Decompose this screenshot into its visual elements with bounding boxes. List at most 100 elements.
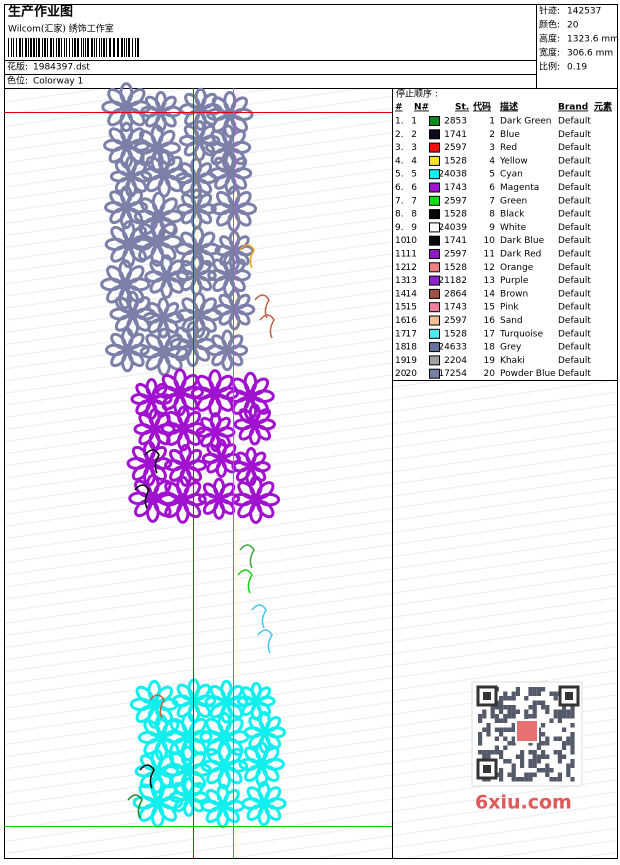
flower-center	[190, 172, 202, 184]
stitches: 1741	[444, 236, 467, 246]
stop-number: 16.	[395, 316, 409, 326]
code: 1	[489, 117, 495, 127]
description: Grey	[500, 343, 522, 353]
field-value: 1984397.dst	[33, 63, 90, 73]
qr-module	[566, 714, 571, 719]
needle: 20	[406, 369, 418, 379]
qr-module	[515, 687, 520, 692]
flower-center	[221, 344, 233, 356]
qr-module	[566, 768, 571, 773]
barcode-bar	[85, 38, 86, 57]
qr-module	[503, 691, 508, 696]
qr-module	[570, 705, 575, 710]
barcode-bar	[44, 38, 46, 57]
qr-module	[545, 763, 550, 768]
field-value: Colorway 1	[33, 77, 83, 87]
brand: Default	[558, 143, 591, 153]
qr-module	[541, 741, 546, 746]
code: 14	[484, 289, 496, 299]
code: 18	[484, 343, 496, 353]
fragment	[237, 569, 253, 594]
stat-value: 0.19	[567, 63, 587, 73]
lower-panel	[392, 380, 618, 859]
needle: 11	[406, 250, 417, 260]
stitches: 1743	[444, 303, 467, 313]
qr-module	[549, 691, 554, 696]
qr-module	[536, 741, 541, 746]
qr-module	[499, 772, 504, 777]
description: Blue	[500, 130, 520, 140]
barcode-bar	[99, 38, 100, 57]
title: 生产作业图	[8, 4, 73, 20]
barcode-bar	[28, 38, 29, 57]
barcode-bar	[42, 38, 43, 57]
barcode-bar	[33, 38, 35, 57]
barcode-bar	[106, 38, 107, 57]
stat-value: 142537	[567, 7, 601, 17]
qr-finder-dot	[483, 692, 491, 700]
barcode-bar	[53, 38, 54, 57]
barcode-bar	[109, 38, 111, 57]
qr-module	[511, 696, 516, 701]
subtitle: Wilcom(汇家) 绣饰工作室	[8, 23, 114, 35]
qr-module	[490, 705, 495, 710]
flower-center	[257, 797, 271, 810]
qr-module	[482, 750, 487, 755]
qr-module	[490, 750, 495, 755]
stop-number: 15.	[395, 303, 409, 313]
barcode-bar	[101, 38, 102, 57]
flower-center	[150, 795, 165, 810]
barcode-bar	[124, 38, 125, 57]
color-swatch	[429, 288, 440, 299]
qr-module	[549, 768, 554, 773]
qr-module	[486, 727, 491, 732]
qr-module	[503, 714, 508, 719]
brand: Default	[558, 117, 591, 127]
flower-center	[249, 418, 261, 431]
stop-number: 11.	[395, 250, 409, 260]
flower-center	[216, 800, 229, 813]
qr-module	[528, 763, 533, 768]
qr-module	[511, 709, 516, 714]
flower-center	[229, 245, 240, 256]
stitches: 2864	[444, 289, 467, 299]
qr-module	[499, 732, 504, 737]
code: 16	[484, 316, 496, 326]
barcode-bar	[30, 38, 32, 57]
flower-center	[181, 729, 195, 744]
flower-center	[180, 763, 195, 777]
description: White	[500, 223, 527, 233]
qr-module	[520, 759, 525, 764]
barcode-bar	[19, 38, 21, 57]
fragment	[259, 314, 275, 339]
barcode-bar	[16, 38, 17, 57]
stitches: 1743	[444, 183, 467, 193]
code: 10	[484, 236, 496, 246]
barcode-bar	[94, 38, 95, 57]
barcode-bar	[69, 38, 70, 57]
field-label: 花版:	[7, 61, 28, 73]
code: 20	[484, 369, 496, 379]
flower-center	[228, 304, 241, 316]
description: Cyan	[500, 170, 523, 180]
qr-module	[486, 732, 491, 737]
color-swatch	[429, 222, 440, 233]
watermark: 6xiu.com	[475, 792, 572, 814]
barcode-bar	[11, 38, 12, 57]
stat-value: 306.6 mm	[567, 49, 613, 59]
stop-number: 14.	[395, 289, 409, 299]
qr-module	[562, 727, 567, 732]
needle: 7	[411, 196, 417, 206]
qr-module	[541, 705, 546, 710]
barcode-bar	[58, 38, 60, 57]
barcode-bar	[74, 38, 76, 57]
qr-module	[570, 714, 575, 719]
flower-center	[148, 423, 161, 435]
flower-center	[143, 457, 156, 470]
qr-module	[515, 709, 520, 714]
color-swatch	[429, 129, 440, 140]
flower-center	[249, 493, 263, 507]
needle: 3	[411, 143, 417, 153]
stop-number: 13.	[395, 276, 409, 286]
qr-module	[482, 754, 487, 759]
